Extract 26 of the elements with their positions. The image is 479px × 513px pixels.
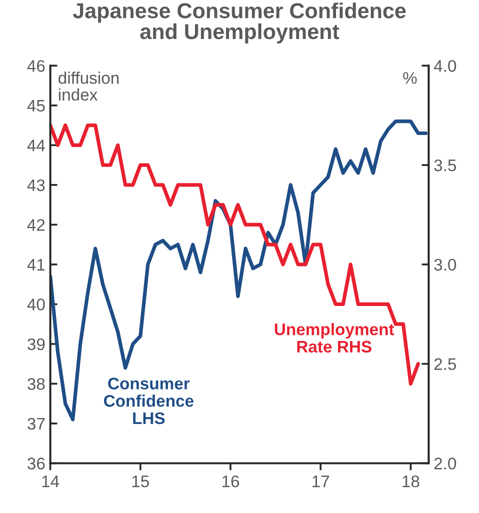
y-tick-label: 45	[27, 100, 45, 112]
series-label: Consumer Confidence LHS	[104, 378, 194, 424]
y2-axis-title: %	[403, 72, 417, 84]
y-axis-title: diffusion index	[58, 72, 119, 101]
y2-tick-label: 2.5	[434, 358, 456, 370]
series-label: Unemployment Rate RHS	[274, 323, 394, 353]
y-tick-label: 39	[28, 338, 45, 350]
y2-tick-label: 2.0	[434, 458, 456, 470]
y2-tick-label: 4.0	[434, 60, 456, 72]
y2-tick-label: 3.5	[434, 159, 456, 172]
y-tick-label: 44	[27, 140, 45, 152]
x-tick-label: 14	[42, 476, 60, 488]
x-tick-label: 17	[312, 476, 330, 488]
y-tick-label: 46	[27, 60, 45, 72]
y-tick-label: 36	[28, 458, 45, 470]
y-tick-label: 41	[27, 259, 45, 270]
x-tick-label: 15	[132, 476, 149, 488]
y-tick-label: 43	[27, 179, 45, 192]
x-tick-label: 16	[222, 475, 240, 488]
y2-tick-label: 3.0	[434, 258, 456, 271]
y-tick-label: 38	[28, 378, 45, 390]
x-tick-label: 18	[402, 475, 420, 488]
y-tick-label: 40	[27, 298, 45, 310]
chart-title: Japanese Consumer Confidence and Unemployment	[72, 2, 406, 44]
y-tick-label: 42	[27, 219, 45, 231]
y-tick-label: 37	[28, 418, 45, 430]
